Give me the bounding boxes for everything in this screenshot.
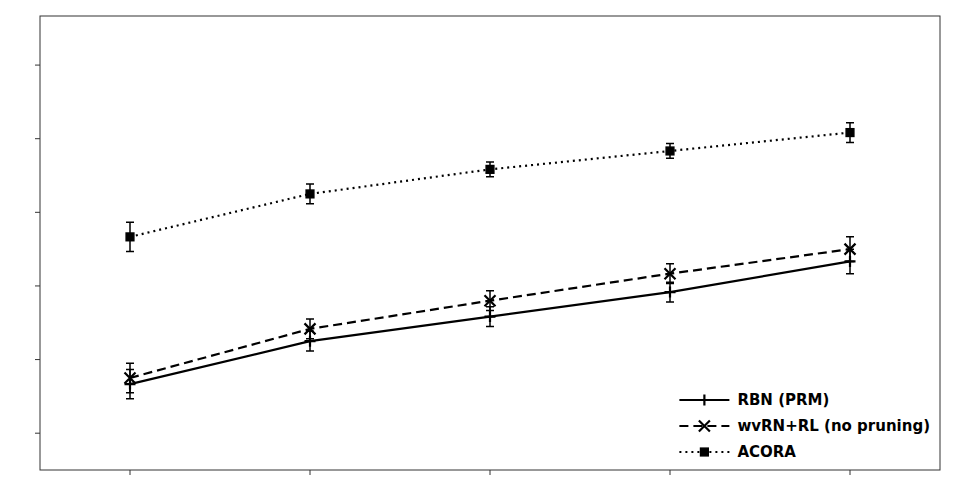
- y-tick: [35, 65, 40, 66]
- data-point: [486, 166, 494, 174]
- error-bar: [846, 123, 854, 143]
- data-point: [305, 323, 316, 334]
- legend-label: wvRN+RL (no pruning): [737, 417, 930, 435]
- legend-item: ACORA: [679, 443, 796, 461]
- error-bar: [486, 162, 494, 177]
- series: [125, 237, 856, 393]
- legend-label: ACORA: [737, 443, 796, 461]
- x-tick: [490, 470, 491, 475]
- x-tick: [310, 470, 311, 475]
- data-point: [845, 244, 856, 255]
- series-line: [130, 261, 850, 384]
- series: [125, 249, 856, 399]
- data-point: [126, 233, 134, 241]
- data-point: [666, 147, 674, 155]
- data-point: [665, 287, 676, 298]
- y-tick: [35, 433, 40, 434]
- series-line: [130, 249, 850, 378]
- ticks: [35, 65, 850, 475]
- legend: RBN (PRM) wvRN+RL (no pruning) ACORA: [679, 391, 930, 461]
- x-tick: [670, 470, 671, 475]
- y-tick: [35, 138, 40, 139]
- series: [126, 123, 854, 252]
- data-point: [125, 372, 136, 383]
- x-tick: [130, 470, 131, 475]
- chart-container: RBN (PRM) wvRN+RL (no pruning) ACORA: [0, 0, 960, 486]
- plot-frame: [40, 16, 940, 470]
- series-line: [130, 133, 850, 237]
- error-bar: [666, 144, 674, 159]
- legend-item: wvRN+RL (no pruning): [679, 417, 930, 435]
- legend-marker: [699, 395, 710, 406]
- data-point: [306, 190, 314, 198]
- x-tick: [850, 470, 851, 475]
- y-tick: [35, 285, 40, 286]
- legend-marker: [699, 421, 710, 432]
- data-point: [665, 268, 676, 279]
- legend-marker: [701, 448, 709, 456]
- data-point: [485, 295, 496, 306]
- legend-label: RBN (PRM): [737, 391, 829, 409]
- error-bar: [306, 184, 314, 204]
- y-tick: [35, 359, 40, 360]
- error-bar: [126, 222, 134, 251]
- data-point: [846, 129, 854, 137]
- chart-svg: RBN (PRM) wvRN+RL (no pruning) ACORA: [0, 0, 960, 486]
- y-tick: [35, 212, 40, 213]
- legend-item: RBN (PRM): [679, 391, 829, 409]
- data-layer: [125, 123, 856, 399]
- data-point: [485, 311, 496, 322]
